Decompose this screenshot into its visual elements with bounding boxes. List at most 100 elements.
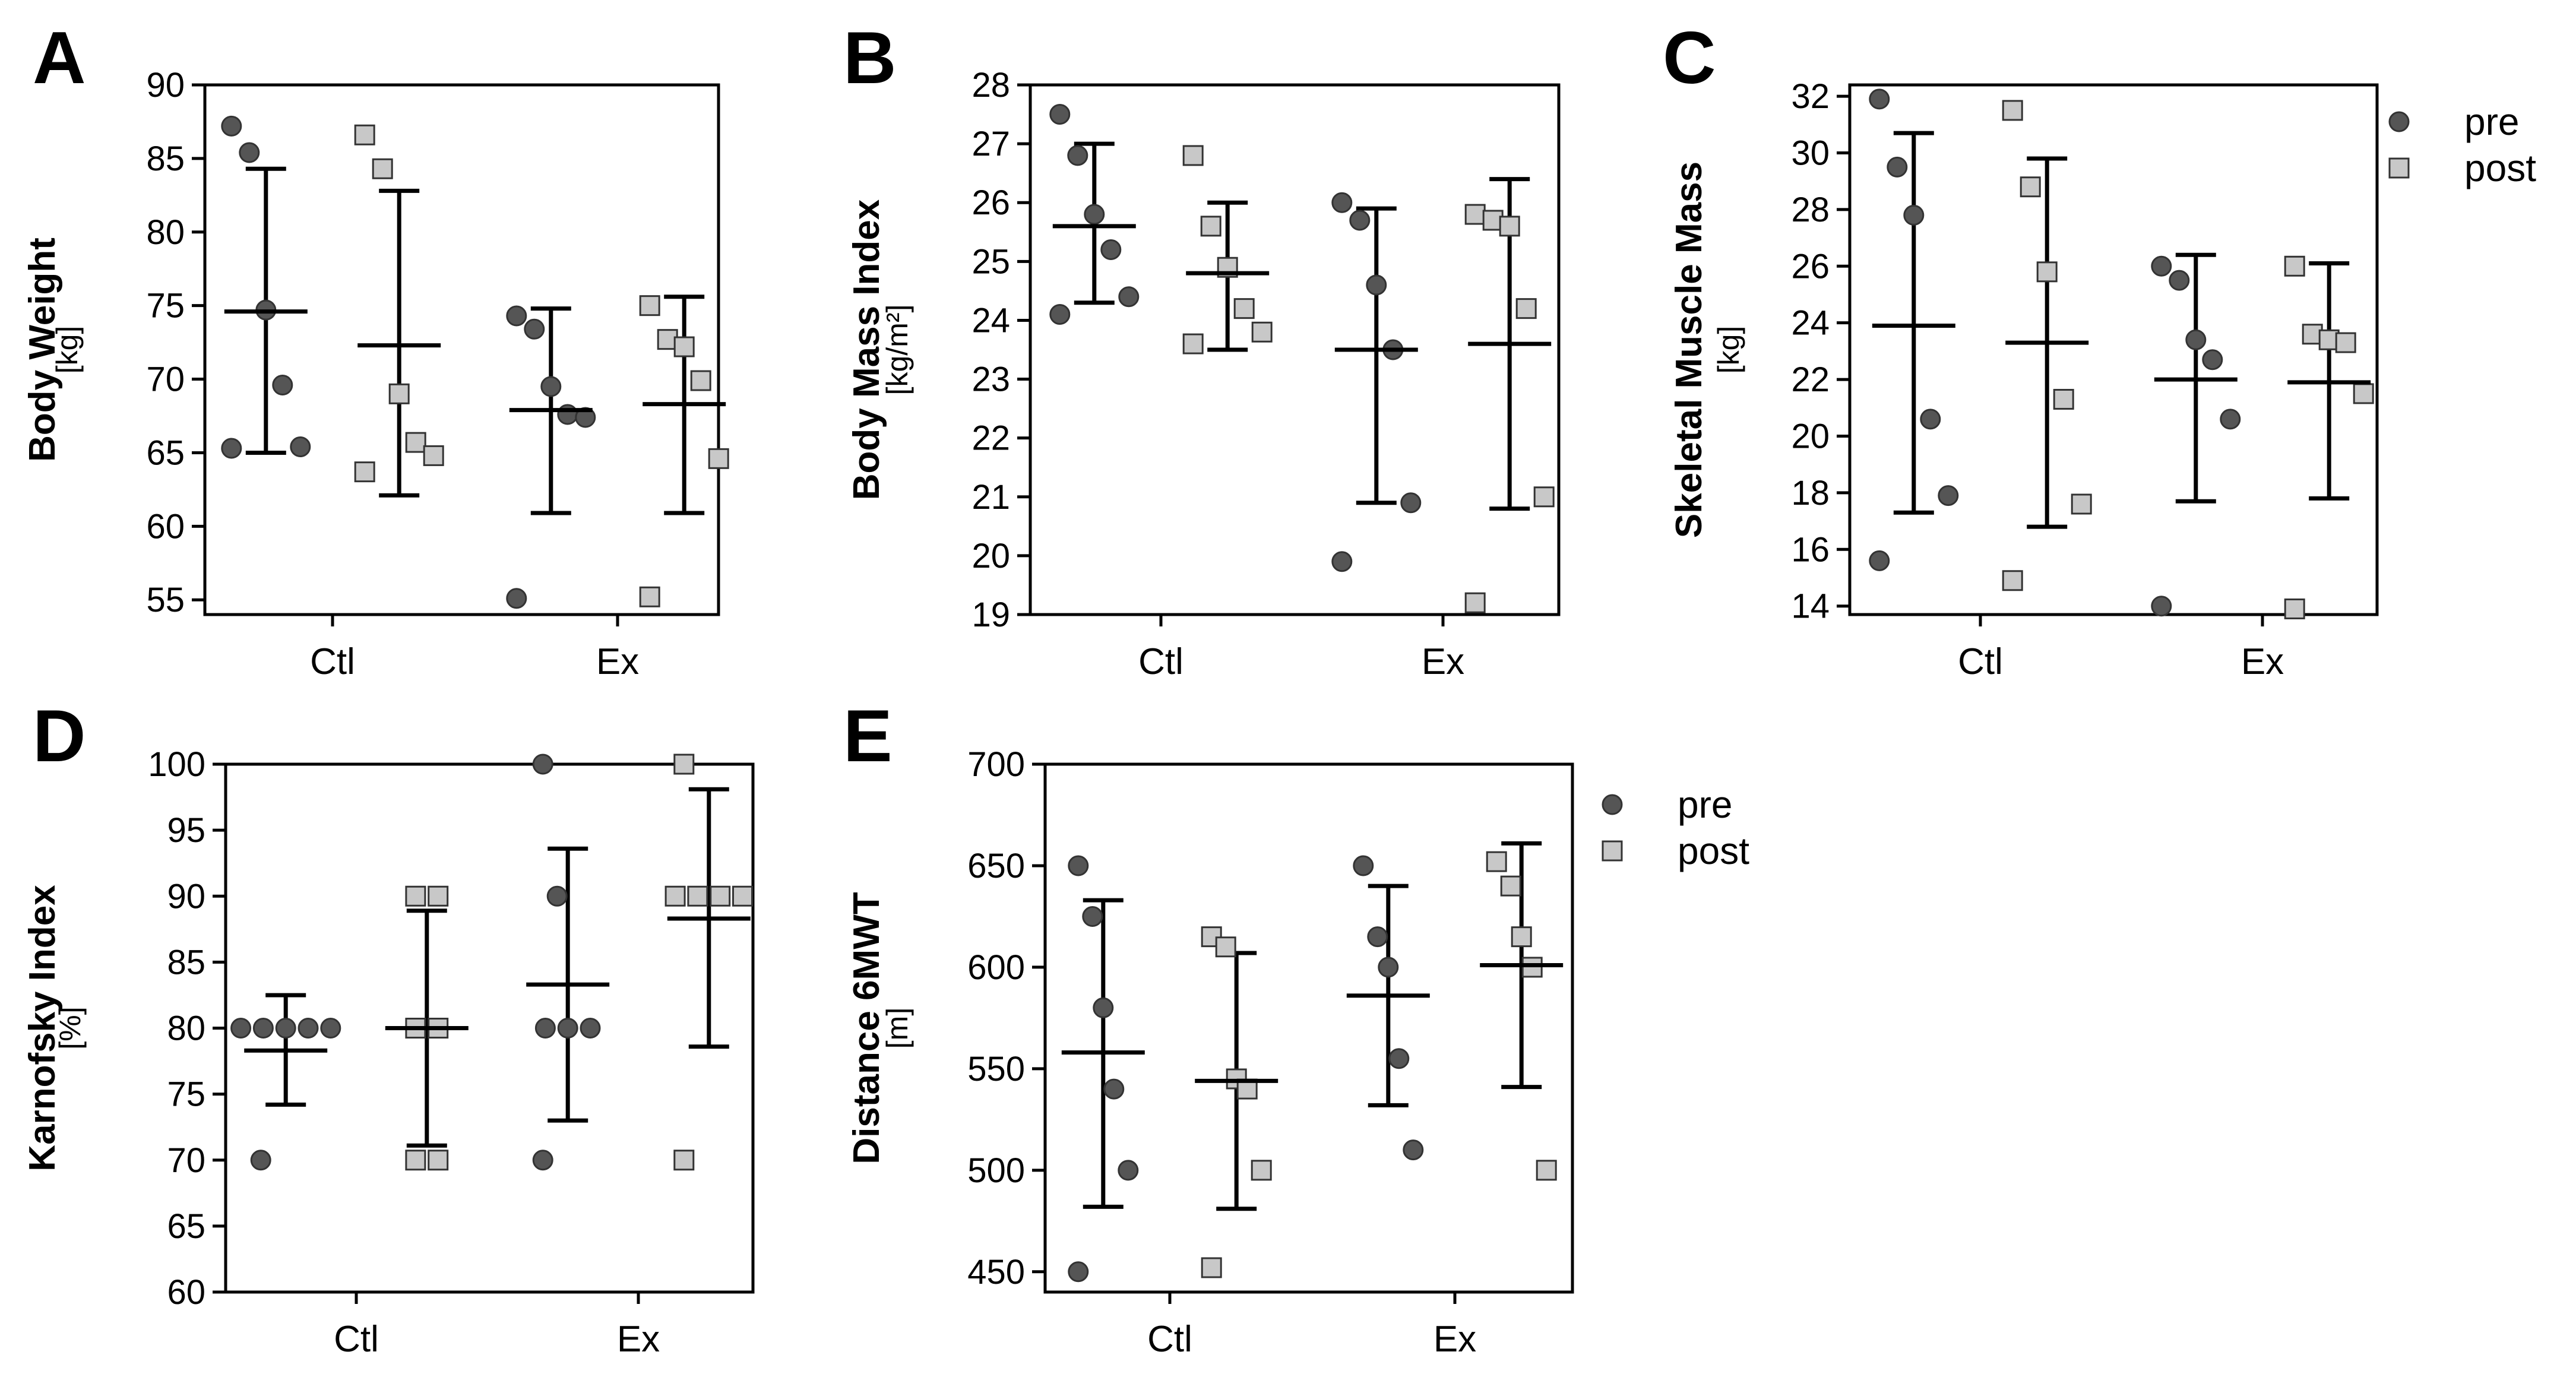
pre-point [506,588,527,609]
y-axis-title: Body Mass Index [846,199,887,500]
pre-point [1118,286,1140,308]
panel-D: D Karnofsky Index[%] 60 65 70 75 80 85 90 95 100 Ct… [22,695,755,1360]
pre-point [557,404,578,425]
post-point [372,158,393,179]
post-point [1464,204,1486,225]
post-point [639,295,660,316]
pre-point [1093,997,1114,1018]
post-point [1464,592,1486,613]
y-tick-label: 28 [971,66,1010,105]
post-point [732,885,753,907]
pre-point [532,1150,553,1171]
y-tick-label: 60 [167,1273,205,1312]
post-point [405,885,426,907]
y-tick-label: 23 [971,360,1010,399]
post-point [1499,216,1520,237]
y-tick-label: 65 [167,1207,205,1246]
panel-letter: A [33,17,86,99]
y-tick-label: 26 [971,183,1010,222]
y-tick-label: 55 [146,581,185,619]
pre-point [250,1150,271,1171]
legend-marker-pre [2388,111,2410,132]
y-tick-label: 27 [971,125,1010,163]
pre-point [1403,1139,1424,1161]
y-axis-unit: [kg/m²] [881,305,914,395]
pre-point [1887,156,1908,178]
pre-point [1367,926,1388,948]
pre-point [221,438,242,459]
pre-point [532,754,553,775]
plot-frame [1028,83,1561,616]
x-tick-label: Ex [617,1319,660,1360]
panel-letter: B [843,17,897,99]
pre-point [2151,596,2172,617]
y-tick-label: 32 [1791,77,1830,116]
post-point [354,461,375,483]
pre-point [2202,349,2223,371]
y-tick-label: 90 [146,66,185,105]
post-point [1233,298,1255,319]
y-tick-label: 85 [167,943,205,982]
y-axis-unit: [m] [881,1008,914,1049]
x-tick-label: Ctl [1958,641,2003,682]
legend-label-pre: pre [1678,783,1733,826]
y-tick-label: 21 [971,478,1010,517]
post-point [2335,332,2356,353]
post-point [1251,321,1273,343]
post-point [2284,255,2305,277]
y-tick-label: 100 [148,745,205,784]
y-tick-label: 500 [967,1151,1025,1190]
y-tick-label: 60 [146,507,185,546]
post-point [1201,1257,1222,1278]
pre-point [230,1018,252,1039]
post-point [423,445,444,466]
y-tick-label: 30 [1791,134,1830,172]
legend-marker-pre [1602,794,1623,815]
pre-point [580,1018,601,1039]
pre-point [1353,855,1374,876]
legend-label-post: post [1678,830,1749,872]
post-point [405,1150,426,1171]
panel-letter: D [33,695,86,777]
pre-point [2151,255,2172,277]
pre-point [1049,104,1071,125]
pre-point [1068,1261,1089,1283]
post-point [2071,493,2092,515]
post-point [1536,1160,1557,1181]
post-point [2353,383,2374,404]
plot-frame [1043,762,1574,1294]
y-tick-label: 80 [146,213,185,252]
pre-point [1084,204,1105,225]
y-tick-label: 450 [967,1253,1025,1291]
pre-point [524,318,545,340]
post-point [710,885,731,907]
plot-frame [1848,83,2379,616]
legend-label-pre: pre [2464,100,2520,143]
y-tick-label: 95 [167,811,205,850]
y-tick-label: 22 [1791,360,1830,399]
post-point [2002,100,2023,121]
y-tick-label: 26 [1791,247,1830,286]
pre-point [557,1018,578,1039]
y-axis-unit: [%] [53,1006,87,1049]
post-point [673,754,695,775]
pre-point [1100,239,1122,261]
post-point [1251,1160,1272,1181]
panel-A: A Body Weight[kg] 55 60 65 70 75 80 85 90 Ctl Ex [22,17,729,682]
x-tick-label: Ex [1422,641,1464,682]
post-point [2053,388,2074,410]
post-point [428,1150,449,1171]
post-point [1200,216,1221,237]
y-tick-label: 16 [1791,530,1830,569]
post-point [639,586,660,607]
pre-point [1366,274,1387,296]
pre-point [1938,485,1959,506]
pre-point [534,1018,556,1039]
y-tick-label: 700 [967,745,1025,784]
y-tick-label: 85 [146,140,185,178]
y-tick-label: 20 [971,537,1010,575]
post-point [1182,333,1204,354]
